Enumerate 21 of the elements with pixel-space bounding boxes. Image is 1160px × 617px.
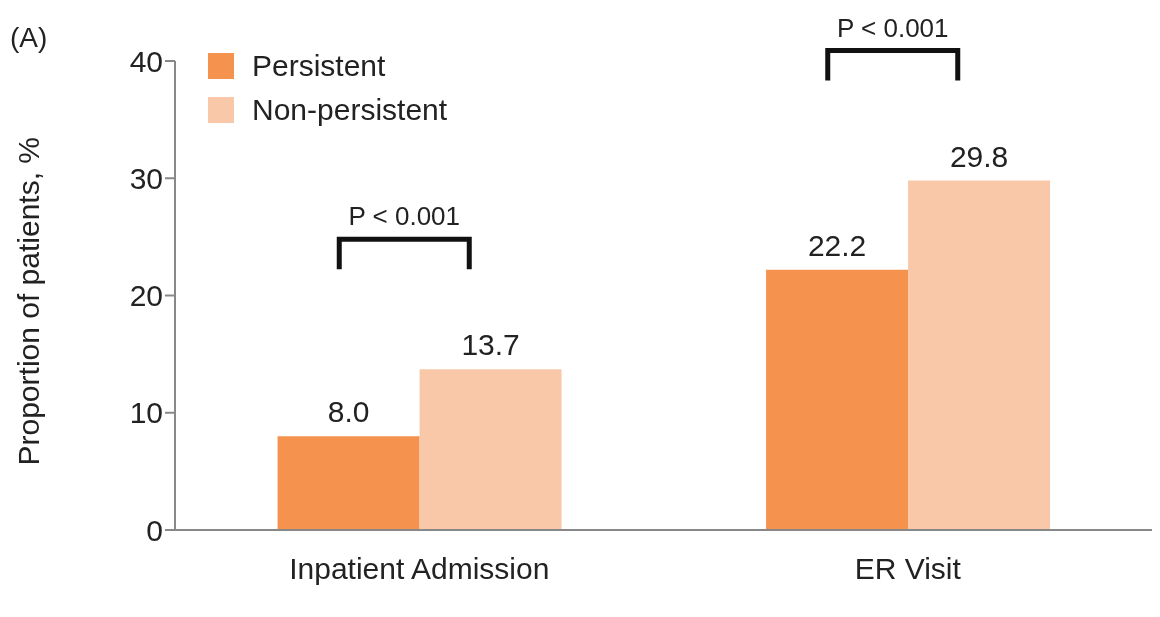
- bar: [908, 180, 1051, 530]
- annotation: P < 0.001: [348, 201, 461, 232]
- bar: [419, 369, 562, 530]
- text: P < 0.001: [836, 12, 949, 43]
- legend-label: Non-persistent: [252, 92, 448, 128]
- data-label: 8.0: [327, 395, 370, 429]
- y-axis-title: Proportion of patients, %: [11, 136, 45, 466]
- data-label: 13.7: [461, 328, 520, 362]
- data-label: 29.8: [949, 139, 1009, 173]
- y-tick-label: 0: [146, 513, 163, 547]
- bar: [766, 269, 909, 530]
- y-tick-label: 30: [129, 161, 163, 195]
- bar: [277, 436, 420, 530]
- legend-label: Persistent: [252, 48, 386, 84]
- x-tick-label: Inpatient Admission: [289, 552, 550, 586]
- y-tick-label: 40: [129, 44, 163, 78]
- data-label: 22.2: [807, 228, 867, 262]
- y-tick-label: 20: [129, 279, 163, 313]
- y-tick-label: 10: [129, 396, 163, 430]
- x-tick-label: ER Visit: [854, 552, 962, 586]
- text: (A): [10, 22, 48, 54]
